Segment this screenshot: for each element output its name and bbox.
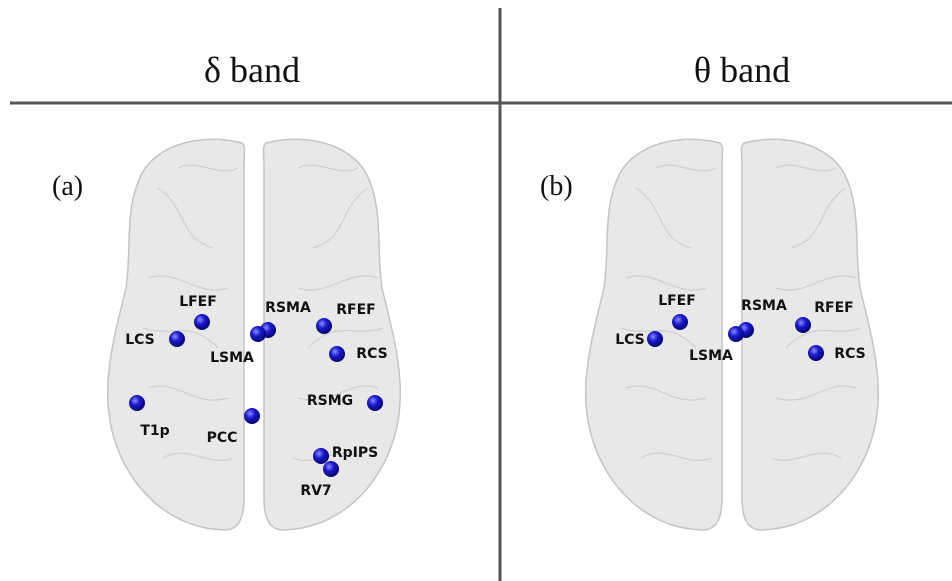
node	[329, 346, 345, 362]
node-label: RCS	[356, 346, 387, 362]
node	[808, 345, 824, 361]
node-label: LFEF	[179, 294, 217, 310]
node	[169, 331, 185, 347]
node-label: RCS	[834, 346, 865, 362]
node	[316, 318, 332, 334]
node-label: RSMA	[741, 298, 787, 314]
header: θ band	[694, 50, 790, 90]
node	[795, 317, 811, 333]
figure: δ band θ band (a) (b) LFEF LCS RSMA LSMA RFE…	[0, 0, 952, 581]
node-label: T1p	[140, 423, 169, 439]
node-label: LFEF	[658, 293, 696, 309]
node	[647, 331, 663, 347]
panel-label: (a)	[52, 171, 83, 202]
node	[672, 314, 688, 330]
node-label: RSMA	[265, 300, 311, 316]
node-label: LCS	[125, 332, 155, 348]
node-label: PCC	[207, 430, 238, 446]
node-label: RV7	[300, 483, 331, 499]
node	[244, 408, 260, 424]
node	[323, 461, 339, 477]
node-label: RSMG	[307, 393, 353, 409]
node	[728, 326, 744, 342]
node	[250, 326, 266, 342]
panel-label: (b)	[540, 171, 573, 202]
node-label: LCS	[615, 332, 645, 348]
node-label: RFEF	[814, 300, 853, 316]
node-label: RpIPS	[332, 445, 378, 461]
header: δ band	[204, 50, 300, 90]
node	[194, 314, 210, 330]
node	[367, 395, 383, 411]
node	[313, 448, 329, 464]
node-label: LSMA	[210, 350, 254, 366]
node	[129, 395, 145, 411]
node-label: LSMA	[689, 348, 733, 364]
node-label: RFEF	[336, 302, 375, 318]
